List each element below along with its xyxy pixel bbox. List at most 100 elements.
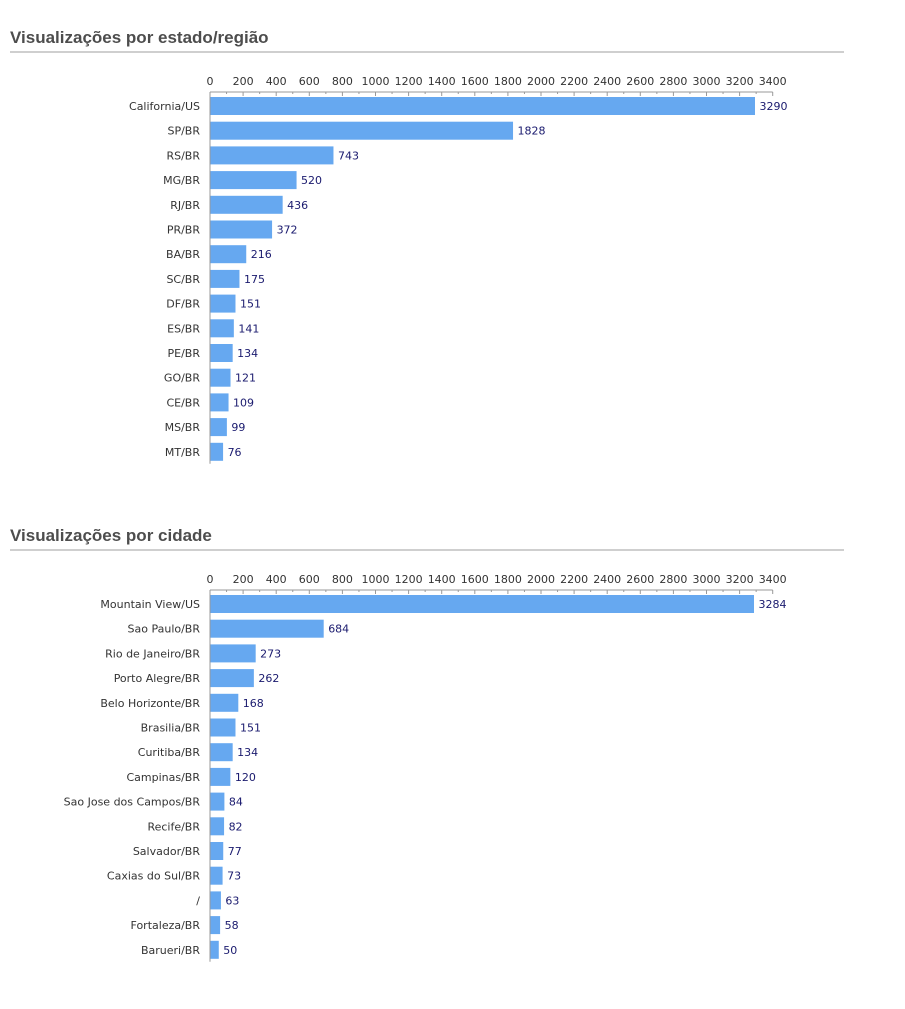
x-tick-label: 3400 [759,75,787,88]
category-label: Belo Horizonte/BR [100,697,200,710]
value-label: 3284 [759,598,787,611]
x-tick-label: 3000 [693,75,721,88]
x-tick-label: 400 [266,75,287,88]
states-bar-chart: 0 200 400 600 800 1000 1200 1400 1600 1800 2000 220… [129,75,787,464]
value-label: 151 [240,298,261,311]
category-label: MS/BR [165,421,201,434]
x-tick-label: 2200 [560,75,588,88]
bar [210,171,297,190]
bar [210,220,273,239]
bar [210,767,231,786]
value-label: 151 [240,722,261,735]
section-divider [10,549,844,551]
x-tick-label: 1800 [494,573,522,586]
value-label: 372 [277,224,298,237]
x-tick-label: 2400 [593,573,621,586]
bar [210,319,234,338]
value-label: 134 [237,746,258,759]
value-label: 141 [238,322,259,335]
category-label: ES/BR [167,322,200,335]
bar [210,269,240,288]
category-label: RJ/BR [170,199,200,212]
x-tick-label: 1000 [362,573,390,586]
category-label: Curitiba/BR [138,746,201,759]
category-label: CE/BR [166,396,200,409]
bar [210,644,256,663]
value-label: 120 [235,771,256,784]
category-label: Fortaleza/BR [131,919,201,932]
bar [210,718,236,737]
category-label: Recife/BR [147,820,200,833]
bar [210,669,254,688]
bar [210,842,224,860]
bar [210,245,247,264]
x-tick-label: 3400 [759,573,787,586]
bar [210,916,221,935]
category-label: Sao Jose dos Campos/BR [64,796,201,809]
bar [210,940,219,959]
category-label: Salvador/BR [133,845,201,858]
x-tick-label: 1800 [494,75,522,88]
category-label: SC/BR [166,273,200,286]
value-label: 273 [260,647,281,660]
bar [210,743,233,762]
x-tick-label: 2600 [626,75,654,88]
bar [210,817,225,836]
bar [210,792,225,811]
category-label: SP/BR [167,125,200,138]
x-tick-label: 2400 [593,75,621,88]
x-tick-label: 200 [233,75,254,88]
value-label: 58 [225,919,239,932]
value-label: 134 [237,347,258,360]
category-label: Campinas/BR [126,771,200,784]
x-tick-label: 1600 [461,75,489,88]
x-tick-label: 1600 [461,573,489,586]
category-label: RS/BR [166,149,200,162]
x-tick-label: 800 [332,573,353,586]
bar [210,619,324,638]
bar [210,195,283,214]
x-tick-label: 1400 [428,75,456,88]
value-label: 1828 [518,125,546,138]
section-title-cities: Visualizações por cidade [10,526,212,545]
bar [210,344,233,362]
category-label: / [196,894,200,907]
category-label: PE/BR [168,347,201,360]
x-tick-label: 2600 [626,573,654,586]
value-label: 262 [258,672,279,685]
category-label: BA/BR [166,248,200,261]
x-tick-label: 0 [207,75,214,88]
x-tick-label: 3200 [726,573,754,586]
bar [210,442,224,461]
value-label: 175 [244,273,265,286]
category-label: Caxias do Sul/BR [107,870,200,883]
section-title-states: Visualizações por estado/região [10,28,269,47]
value-label: 216 [251,248,272,261]
category-label: Mountain View/US [100,598,200,611]
x-tick-label: 2000 [527,573,555,586]
bar [210,294,236,313]
category-label: Sao Paulo/BR [128,623,201,636]
value-label: 121 [235,372,256,385]
category-label: PR/BR [167,224,201,237]
x-tick-label: 1000 [362,75,390,88]
bar [210,693,239,712]
bar [210,393,229,412]
x-tick-label: 3200 [726,75,754,88]
category-label: California/US [129,100,200,113]
category-label: DF/BR [166,298,200,311]
value-label: 3290 [759,100,787,113]
bar [210,891,221,910]
value-label: 168 [243,697,264,710]
x-tick-label: 2800 [659,75,687,88]
value-label: 84 [229,796,243,809]
x-tick-label: 0 [207,573,214,586]
bar [210,595,755,613]
category-label: Porto Alegre/BR [114,672,201,685]
category-label: Brasilia/BR [141,722,201,735]
x-tick-label: 3000 [693,573,721,586]
value-label: 76 [228,446,242,459]
value-label: 73 [227,870,241,883]
value-label: 82 [229,820,243,833]
section-divider [10,51,844,53]
